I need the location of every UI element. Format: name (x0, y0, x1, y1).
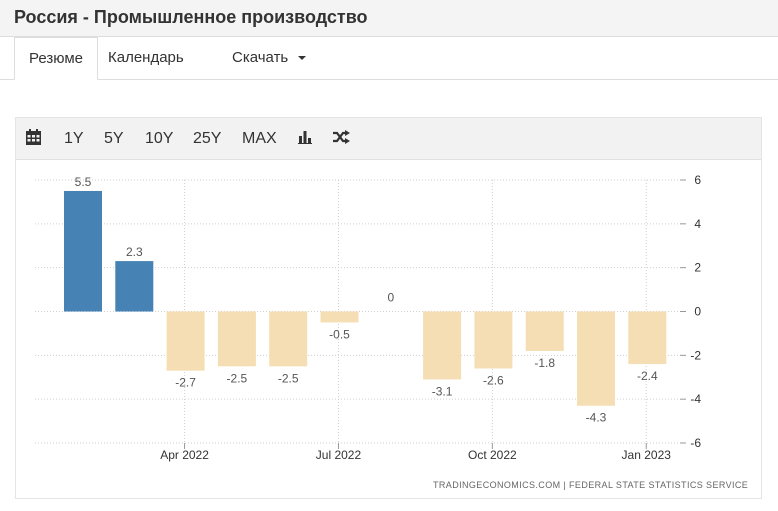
data-label: -2.7 (175, 376, 196, 390)
shuffle-icon[interactable] (333, 130, 350, 149)
x-tick-label: Jan 2023 (622, 448, 672, 462)
tab-calendar[interactable]: Календарь (108, 37, 184, 80)
tab-bar: Резюме Календарь Скачать (0, 37, 778, 80)
tab-download[interactable]: Скачать (232, 37, 307, 80)
bar (217, 311, 256, 367)
data-label: 5.5 (75, 175, 92, 189)
y-tick-label: 6 (694, 173, 701, 187)
x-tick-label: Jul 2022 (316, 448, 362, 462)
caret-down-icon (298, 56, 307, 61)
range-25y-button[interactable]: 25Y (193, 130, 222, 147)
data-label: -2.5 (278, 371, 299, 385)
bar (320, 311, 359, 323)
bar (525, 311, 564, 351)
tab-summary[interactable]: Резюме (14, 37, 98, 80)
tab-download-label: Скачать (232, 49, 289, 66)
data-label: -0.5 (329, 327, 350, 341)
chart-toolbar: 1Y 5Y 10Y 25Y MAX (16, 118, 761, 160)
bar (423, 311, 462, 380)
range-1y-button[interactable]: 1Y (64, 130, 84, 147)
bar (269, 311, 308, 367)
y-tick-label: -2 (690, 348, 701, 362)
data-label: -2.6 (483, 373, 504, 387)
bar (577, 311, 615, 406)
data-label: 0 (387, 291, 394, 305)
page-title: Россия - Промышленное производство (14, 7, 368, 27)
bar (474, 311, 513, 369)
tab-summary-label: Резюме (29, 50, 83, 67)
data-label: -4.3 (586, 411, 607, 425)
x-tick-label: Oct 2022 (468, 448, 517, 462)
y-tick-label: 4 (694, 217, 701, 231)
y-tick-label: 2 (694, 261, 701, 275)
x-tick-label: Apr 2022 (160, 448, 209, 462)
bar (115, 261, 154, 312)
calendar-icon[interactable] (26, 129, 41, 150)
range-max-button[interactable]: MAX (242, 130, 277, 147)
data-label: 2.3 (126, 245, 143, 259)
y-tick-label: -6 (690, 436, 701, 450)
bar (166, 311, 205, 371)
data-label: -2.4 (637, 369, 658, 383)
bar (628, 311, 667, 365)
data-label: -3.1 (432, 384, 453, 398)
bar-chart-icon[interactable] (298, 130, 312, 149)
title-bar: Россия - Промышленное производство (0, 0, 778, 37)
data-label: -2.5 (227, 371, 248, 385)
data-label: -1.8 (534, 356, 555, 370)
y-tick-label: -4 (690, 392, 701, 406)
y-tick-label: 0 (694, 305, 701, 319)
bar (64, 190, 102, 312)
tab-calendar-label: Календарь (108, 49, 184, 66)
source-note: TRADINGECONOMICS.COM | FEDERAL STATE STA… (433, 480, 749, 490)
range-5y-button[interactable]: 5Y (104, 130, 124, 147)
range-10y-button[interactable]: 10Y (145, 130, 174, 147)
